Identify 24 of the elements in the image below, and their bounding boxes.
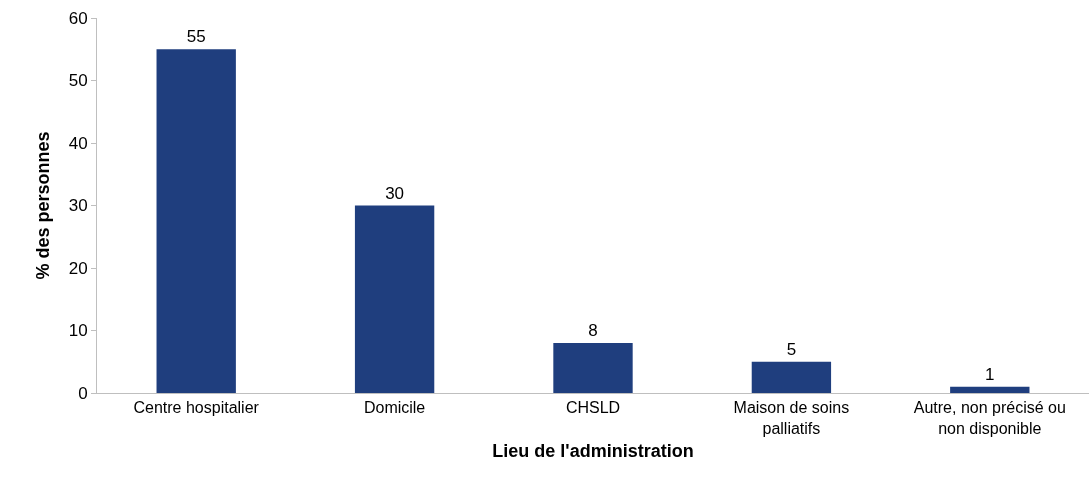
- data-label: 5: [786, 339, 797, 359]
- x-tick-label: Maison de soins palliatifs: [733, 399, 850, 437]
- bar: [553, 343, 633, 393]
- x-axis-title: Lieu de l'administration: [492, 441, 694, 462]
- bar: [156, 49, 236, 393]
- y-tick-label: 10: [68, 321, 88, 341]
- bar: [751, 361, 832, 393]
- x-tick-label: Domicile: [363, 399, 426, 417]
- x-tick-label: CHSLD: [565, 399, 621, 417]
- data-label: 30: [385, 183, 405, 203]
- bar: [950, 386, 1030, 393]
- bar: [354, 205, 435, 393]
- x-tick-label: Centre hospitalier: [133, 399, 260, 417]
- data-label: 1: [985, 364, 995, 384]
- data-label: 8: [588, 321, 598, 340]
- y-tick-label: 40: [68, 133, 88, 153]
- y-tick-label: 0: [78, 383, 88, 403]
- x-tick-label: Autre, non précisé ou non disponible: [913, 399, 1066, 437]
- y-tick-label: 50: [68, 71, 88, 91]
- data-label: 55: [186, 27, 206, 47]
- y-tick-label: 30: [68, 196, 88, 216]
- y-tick-label: 20: [68, 258, 88, 278]
- y-tick-label: 60: [68, 8, 88, 28]
- y-axis-title: % des personnes: [32, 131, 53, 280]
